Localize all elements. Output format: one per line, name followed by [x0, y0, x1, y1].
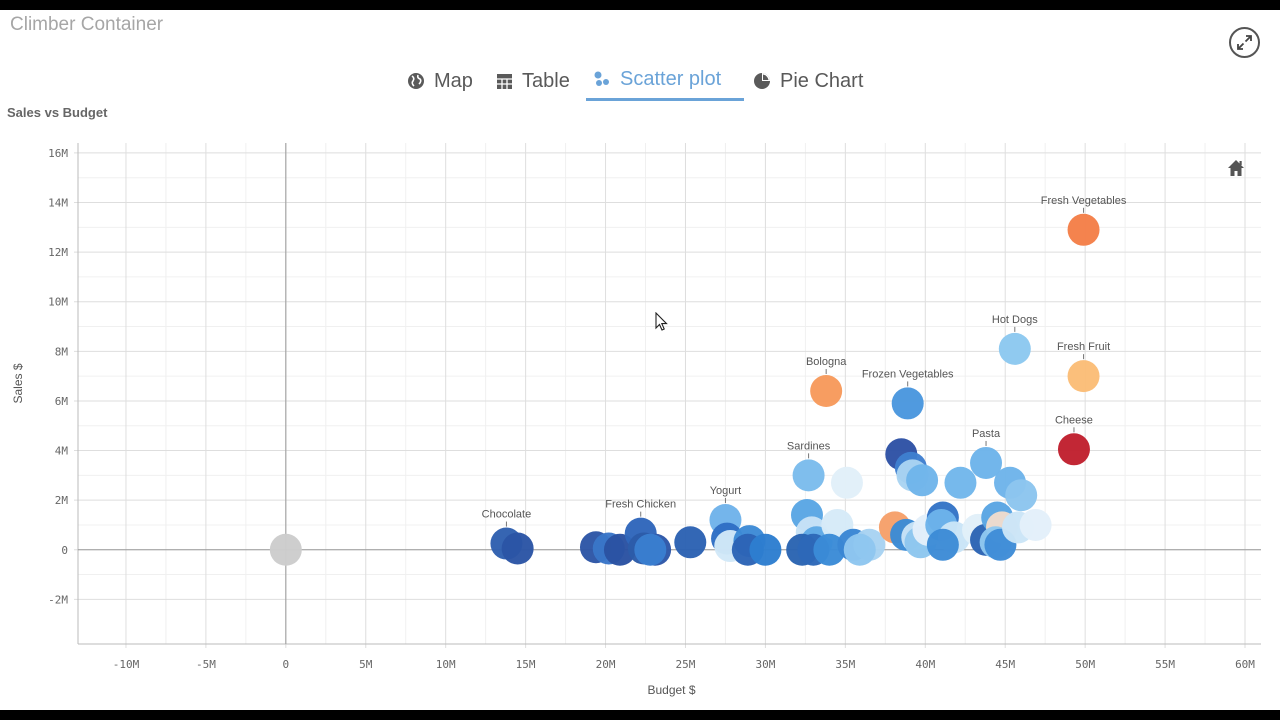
x-tick-label: 25M [676, 658, 696, 671]
data-point[interactable] [674, 526, 707, 559]
data-point[interactable] [843, 533, 876, 566]
point-label: Fresh Vegetables [1041, 195, 1127, 207]
x-tick-label: 10M [436, 658, 456, 671]
y-tick-label: 4M [55, 445, 69, 458]
data-point[interactable] [906, 464, 939, 497]
data-point-cheese[interactable] [1057, 433, 1090, 466]
tab-map-label: Map [434, 69, 473, 92]
x-tick-label: 40M [915, 658, 935, 671]
data-point-fresh-vegetables[interactable] [1067, 213, 1100, 246]
table-icon [494, 71, 514, 91]
pie-icon [752, 71, 772, 91]
data-point-hot-dogs[interactable] [998, 332, 1031, 365]
x-tick-label: 0 [283, 658, 290, 671]
data-point[interactable] [944, 466, 977, 499]
scatter-chart[interactable]: -10M -5M 0 5M 10M 15M 20M 25M 30M 35M 40M 45M 50M 55M… [0, 130, 1280, 710]
tab-pie-chart[interactable]: Pie Chart [752, 60, 863, 102]
point-label: Cheese [1055, 414, 1093, 426]
home-icon [1228, 160, 1244, 176]
point-label: Bologna [806, 356, 847, 368]
point-label: Yogurt [710, 485, 741, 497]
chart-title: Sales vs Budget [7, 105, 108, 120]
y-axis-title: Sales $ [11, 363, 25, 403]
y-tick-label: 12M [48, 246, 68, 259]
x-tick-label: 45M [995, 658, 1015, 671]
y-tick-label: 6M [55, 395, 69, 408]
x-tick-label: -5M [196, 658, 216, 671]
x-tick-label: 20M [596, 658, 616, 671]
x-tick-label: -10M [113, 658, 140, 671]
x-tick-label: 55M [1155, 658, 1175, 671]
data-point[interactable] [830, 466, 863, 499]
tab-table-label: Table [522, 69, 570, 92]
top-black-bar [0, 0, 1280, 10]
data-point-pasta[interactable] [970, 446, 1003, 479]
container-title: Climber Container [10, 14, 164, 35]
data-point-bologna[interactable] [810, 375, 843, 408]
x-tick-label: 35M [835, 658, 855, 671]
data-point[interactable] [749, 533, 782, 566]
y-tick-label: 10M [48, 296, 68, 309]
x-tick-label: 5M [359, 658, 373, 671]
reset-zoom-button[interactable] [1226, 158, 1246, 178]
tab-map[interactable]: Map [406, 60, 473, 102]
tab-bar: Map Table Scatter plot Pie [0, 60, 1280, 106]
globe-icon [406, 71, 426, 91]
x-tick-label: 15M [516, 658, 536, 671]
data-point[interactable] [634, 533, 667, 566]
point-label: Fresh Fruit [1057, 341, 1110, 353]
y-tick-label: 16M [48, 147, 68, 160]
data-point[interactable] [501, 532, 534, 565]
data-point-fresh-fruit[interactable] [1067, 360, 1100, 393]
data-point-frozen-vegetables[interactable] [891, 387, 924, 420]
x-tick-label: 30M [755, 658, 775, 671]
expand-icon [1237, 35, 1252, 50]
data-point[interactable] [926, 528, 959, 561]
tab-scatter-plot-label: Scatter plot [620, 67, 722, 90]
tab-table[interactable]: Table [494, 60, 570, 102]
point-label: Chocolate [482, 509, 532, 521]
y-tick-label: 8M [55, 345, 69, 358]
y-tick-label: 2M [55, 494, 69, 507]
point-label: Pasta [972, 428, 1001, 440]
point-label: Frozen Vegetables [862, 368, 954, 380]
y-tick-label: 14M [48, 197, 68, 210]
y-tick-label: 0 [61, 544, 68, 557]
point-label: Sardines [787, 440, 831, 452]
y-tick-label: -2M [48, 593, 68, 606]
x-tick-label: 50M [1075, 658, 1095, 671]
data-point-sardines[interactable] [792, 459, 825, 492]
tab-pie-chart-label: Pie Chart [780, 69, 864, 92]
tab-scatter-plot[interactable]: Scatter plot [586, 60, 744, 101]
data-point[interactable] [1019, 508, 1052, 541]
fullscreen-button[interactable] [1229, 27, 1260, 58]
x-axis-title: Budget $ [647, 683, 695, 697]
data-point[interactable] [1005, 479, 1038, 512]
mouse-cursor [655, 311, 669, 336]
data-point[interactable] [269, 533, 302, 566]
x-tick-label: 60M [1235, 658, 1255, 671]
data-point[interactable] [813, 533, 846, 566]
point-label: Hot Dogs [992, 314, 1038, 326]
scatter-icon [592, 69, 612, 89]
point-label: Fresh Chicken [605, 499, 676, 511]
bottom-black-bar [0, 710, 1280, 720]
